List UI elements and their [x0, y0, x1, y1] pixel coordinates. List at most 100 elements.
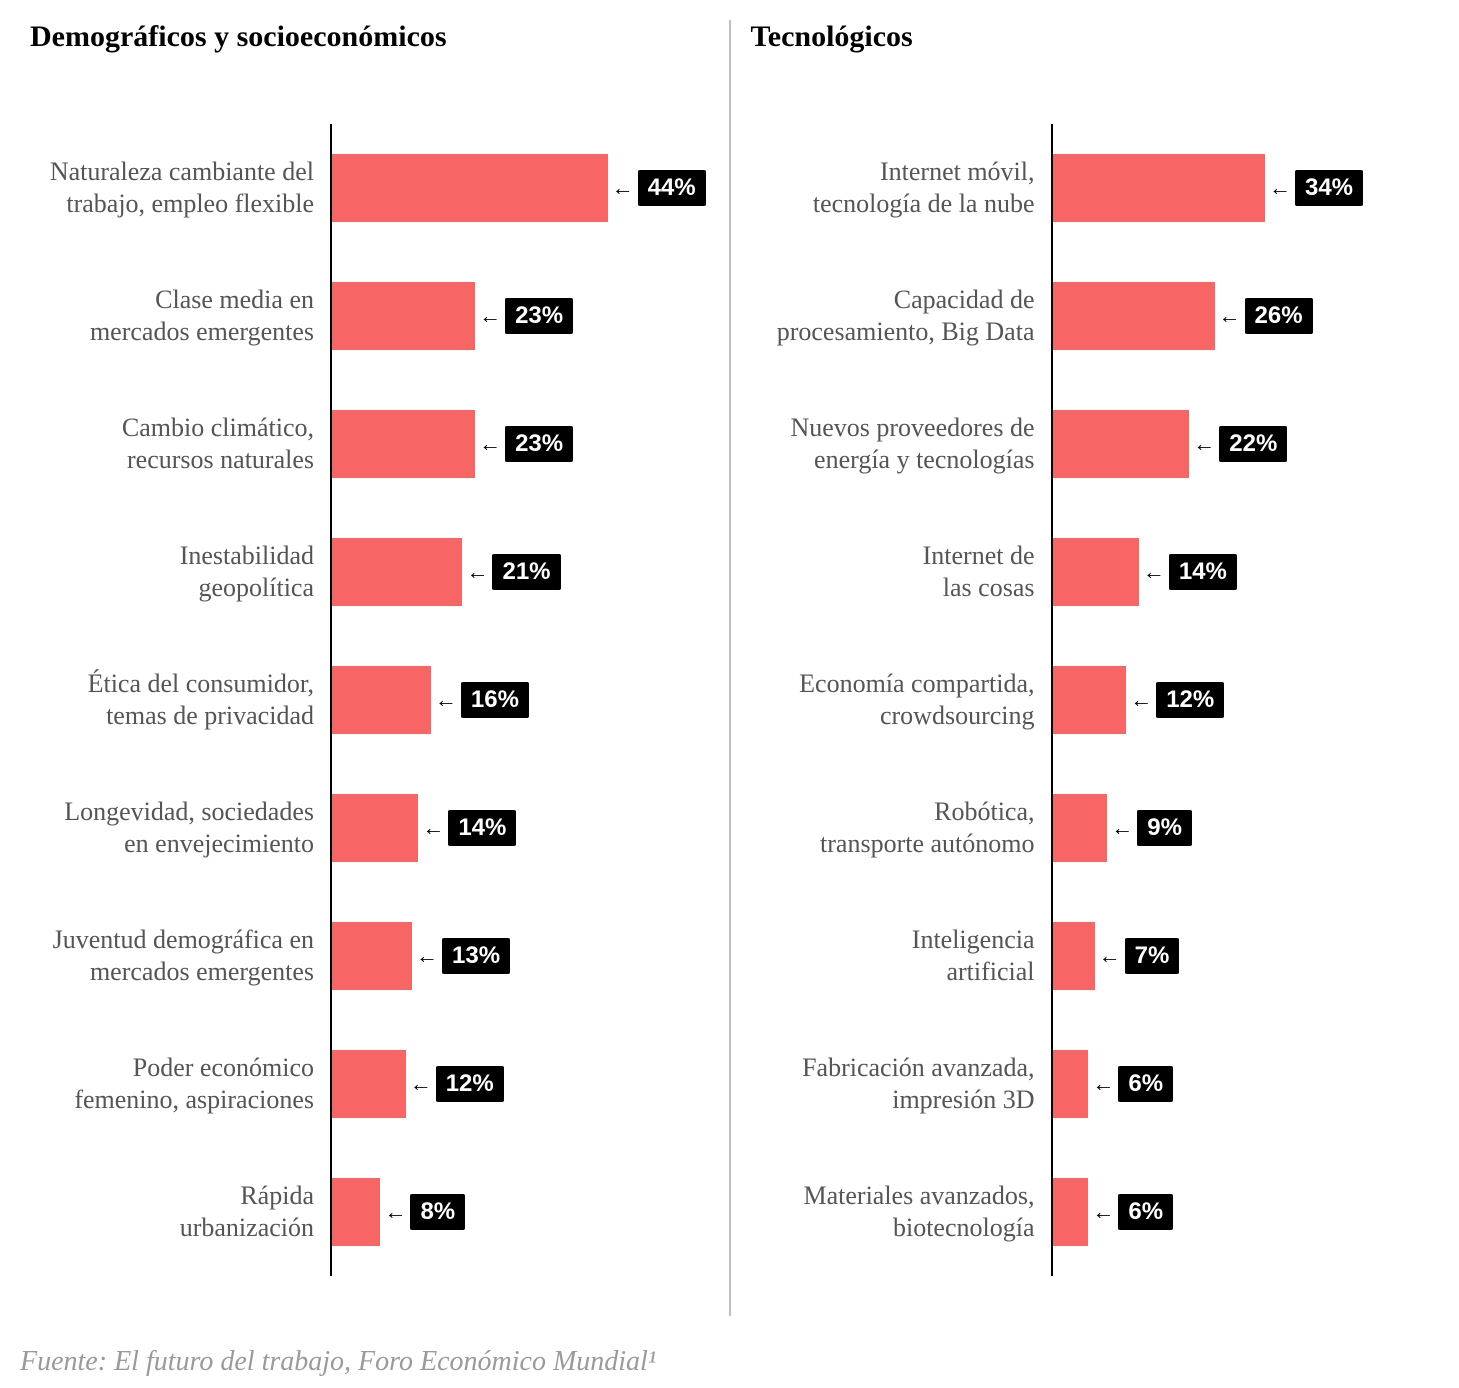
arrow-left-icon: ←: [1269, 175, 1291, 201]
row-label-line: Economía compartida,: [751, 668, 1035, 701]
chart-row: Rápidaurbanización←8%: [30, 1148, 709, 1276]
arrow-left-icon: ←: [416, 943, 438, 969]
axis-line: [330, 1020, 332, 1148]
row-label-line: Ética del consumidor,: [30, 668, 314, 701]
pct-wrap: ←13%: [416, 938, 510, 974]
row-bar-area: ←6%: [1051, 1020, 1430, 1148]
row-label-line: transporte autónomo: [751, 828, 1035, 861]
chart-row: Juventud demográfica enmercados emergent…: [30, 892, 709, 1020]
chart-row: Naturaleza cambiante deltrabajo, empleo …: [30, 124, 709, 252]
bar: [330, 794, 418, 862]
row-label-line: trabajo, empleo flexible: [30, 188, 314, 221]
bar: [1051, 794, 1108, 862]
row-bar-area: ←21%: [330, 508, 709, 636]
row-label-line: mercados emergentes: [30, 956, 314, 989]
row-bar-area: ←34%: [1051, 124, 1430, 252]
row-label: Nuevos proveedores deenergía y tecnologí…: [751, 412, 1051, 477]
row-label: Poder económicofemenino, aspiraciones: [30, 1052, 330, 1117]
axis-line: [330, 508, 332, 636]
row-label: Materiales avanzados,biotecnología: [751, 1180, 1051, 1245]
row-label-line: en envejecimiento: [30, 828, 314, 861]
pct-wrap: ←16%: [435, 682, 529, 718]
bar: [330, 154, 608, 222]
row-label: Capacidad deprocesamiento, Big Data: [751, 284, 1051, 349]
chart-row: Fabricación avanzada,impresión 3D ←6%: [751, 1020, 1430, 1148]
bar: [330, 282, 475, 350]
pct-badge: 21%: [492, 554, 560, 590]
row-bar-area: ←14%: [330, 764, 709, 892]
pct-badge: 8%: [410, 1194, 465, 1230]
arrow-left-icon: ←: [1099, 943, 1121, 969]
row-label-line: Fabricación avanzada,: [751, 1052, 1035, 1085]
row-label: Juventud demográfica enmercados emergent…: [30, 924, 330, 989]
axis-line: [1051, 636, 1053, 764]
pct-wrap: ←7%: [1099, 938, 1180, 974]
bar: [1051, 1178, 1089, 1246]
row-label: Cambio climático,recursos naturales: [30, 412, 330, 477]
pct-wrap: ←9%: [1111, 810, 1192, 846]
row-bar-area: ←26%: [1051, 252, 1430, 380]
pct-wrap: ←44%: [612, 170, 706, 206]
row-label-line: las cosas: [751, 572, 1035, 605]
pct-badge: 9%: [1137, 810, 1192, 846]
row-bar-area: ←8%: [330, 1148, 709, 1276]
row-label-line: Nuevos proveedores de: [751, 412, 1035, 445]
axis-line: [330, 124, 332, 252]
row-bar-area: ←23%: [330, 380, 709, 508]
pct-wrap: ←23%: [479, 298, 573, 334]
chart-row: Poder económicofemenino, aspiraciones←12…: [30, 1020, 709, 1148]
chart-panels: Demográficos y socioeconómicos Naturalez…: [10, 20, 1449, 1316]
bar: [1051, 666, 1127, 734]
row-label-line: crowdsourcing: [751, 700, 1035, 733]
row-label-line: geopolítica: [30, 572, 314, 605]
row-label-line: mercados emergentes: [30, 316, 314, 349]
bar: [330, 666, 431, 734]
row-label: Inteligenciaartificial: [751, 924, 1051, 989]
axis-line: [1051, 764, 1053, 892]
row-bar-area: ←12%: [330, 1020, 709, 1148]
row-label-line: femenino, aspiraciones: [30, 1084, 314, 1117]
row-label-line: Inteligencia: [751, 924, 1035, 957]
bar: [330, 410, 475, 478]
row-label: Longevidad, sociedadesen envejecimiento: [30, 796, 330, 861]
chart-row: Inteligenciaartificial ←7%: [751, 892, 1430, 1020]
panel-demographics: Demográficos y socioeconómicos Naturalez…: [10, 20, 731, 1316]
chart-row: Nuevos proveedores deenergía y tecnologí…: [751, 380, 1430, 508]
arrow-left-icon: ←: [384, 1199, 406, 1225]
panel-title: Tecnológicos: [751, 20, 1430, 54]
row-bar-area: ←16%: [330, 636, 709, 764]
pct-wrap: ←22%: [1193, 426, 1287, 462]
rows-right: Internet móvil,tecnología de la nube←34%…: [751, 124, 1430, 1276]
row-label-line: urbanización: [30, 1212, 314, 1245]
row-label: Economía compartida,crowdsourcing: [751, 668, 1051, 733]
row-bar-area: ←13%: [330, 892, 709, 1020]
row-label-line: Naturaleza cambiante del: [30, 156, 314, 189]
chart-row: Inestabilidadgeopolítica←21%: [30, 508, 709, 636]
bar: [330, 538, 462, 606]
row-label-line: impresión 3D: [751, 1084, 1035, 1117]
pct-wrap: ←34%: [1269, 170, 1363, 206]
row-label-line: recursos naturales: [30, 444, 314, 477]
pct-badge: 14%: [1169, 554, 1237, 590]
axis-line: [1051, 252, 1053, 380]
chart-row: Materiales avanzados,biotecnología←6%: [751, 1148, 1430, 1276]
pct-wrap: ←6%: [1092, 1066, 1173, 1102]
chart-row: Longevidad, sociedadesen envejecimiento←…: [30, 764, 709, 892]
pct-badge: 14%: [448, 810, 516, 846]
row-label: Ética del consumidor,temas de privacidad: [30, 668, 330, 733]
row-bar-area: ←6%: [1051, 1148, 1430, 1276]
pct-badge: 23%: [505, 298, 573, 334]
rows-left: Naturaleza cambiante deltrabajo, empleo …: [30, 124, 709, 1276]
arrow-left-icon: ←: [479, 303, 501, 329]
axis-line: [330, 892, 332, 1020]
pct-badge: 12%: [1156, 682, 1224, 718]
row-label-line: temas de privacidad: [30, 700, 314, 733]
axis-line: [330, 380, 332, 508]
row-label: Rápidaurbanización: [30, 1180, 330, 1245]
pct-wrap: ←23%: [479, 426, 573, 462]
chart-row: Ética del consumidor,temas de privacidad…: [30, 636, 709, 764]
row-label-line: Inestabilidad: [30, 540, 314, 573]
row-label: Inestabilidadgeopolítica: [30, 540, 330, 605]
arrow-left-icon: ←: [1092, 1199, 1114, 1225]
pct-badge: 6%: [1118, 1066, 1173, 1102]
